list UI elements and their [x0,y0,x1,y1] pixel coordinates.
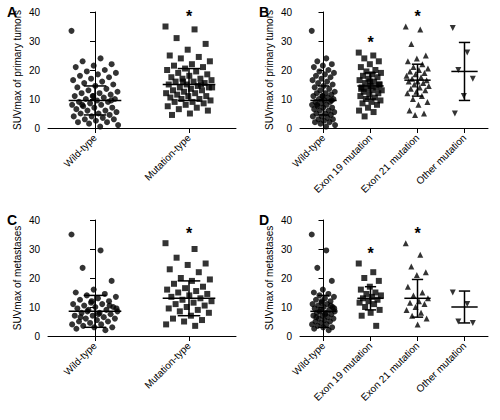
svg-text:Wild-type: Wild-type [62,340,100,378]
svg-text:Wild-type: Wild-type [290,340,328,378]
svg-text:0: 0 [286,331,292,342]
svg-text:30: 30 [29,244,41,255]
svg-text:A: A [7,4,17,20]
svg-text:20: 20 [281,65,293,76]
svg-text:SUVmax of metastases: SUVmax of metastases [12,226,23,330]
svg-text:*: * [186,8,193,25]
svg-text:Wild-type: Wild-type [290,132,328,170]
svg-text:40: 40 [281,215,293,226]
svg-text:40: 40 [29,7,41,18]
svg-text:20: 20 [29,65,41,76]
svg-text:40: 40 [29,215,41,226]
svg-text:Exon 19 mutation: Exon 19 mutation [311,340,375,403]
svg-text:Wild-type: Wild-type [62,132,100,170]
svg-text:D: D [259,212,269,228]
svg-text:B: B [259,4,269,20]
svg-text:*: * [414,225,421,242]
svg-text:10: 10 [29,302,41,313]
svg-text:*: * [367,34,374,51]
svg-text:SUVmax of primary tumors: SUVmax of primary tumors [264,10,275,130]
svg-text:SUVmax of metastases: SUVmax of metastases [264,226,275,330]
svg-text:Mutation-type: Mutation-type [142,340,193,391]
svg-text:20: 20 [281,273,293,284]
svg-text:0: 0 [286,123,292,134]
svg-text:Other mutation: Other mutation [414,340,468,394]
svg-text:30: 30 [29,36,41,47]
svg-text:10: 10 [281,302,293,313]
svg-text:10: 10 [281,94,293,105]
svg-text:Exon 21 mutation: Exon 21 mutation [359,132,422,195]
svg-text:*: * [414,8,421,25]
svg-text:30: 30 [281,244,293,255]
svg-text:0: 0 [34,331,40,342]
svg-text:SUVmax of primary tumors: SUVmax of primary tumors [12,10,23,130]
svg-text:Mutation-type: Mutation-type [142,132,193,183]
svg-text:Exon 21 mutation: Exon 21 mutation [359,340,422,403]
svg-text:40: 40 [281,7,293,18]
svg-text:20: 20 [29,273,41,284]
svg-text:C: C [7,212,17,228]
svg-text:30: 30 [281,36,293,47]
svg-text:Exon 19 mutation: Exon 19 mutation [311,132,375,195]
svg-text:*: * [367,245,374,262]
svg-text:0: 0 [34,123,40,134]
svg-text:Other mutation: Other mutation [414,132,468,186]
svg-text:*: * [186,225,193,242]
svg-text:10: 10 [29,94,41,105]
